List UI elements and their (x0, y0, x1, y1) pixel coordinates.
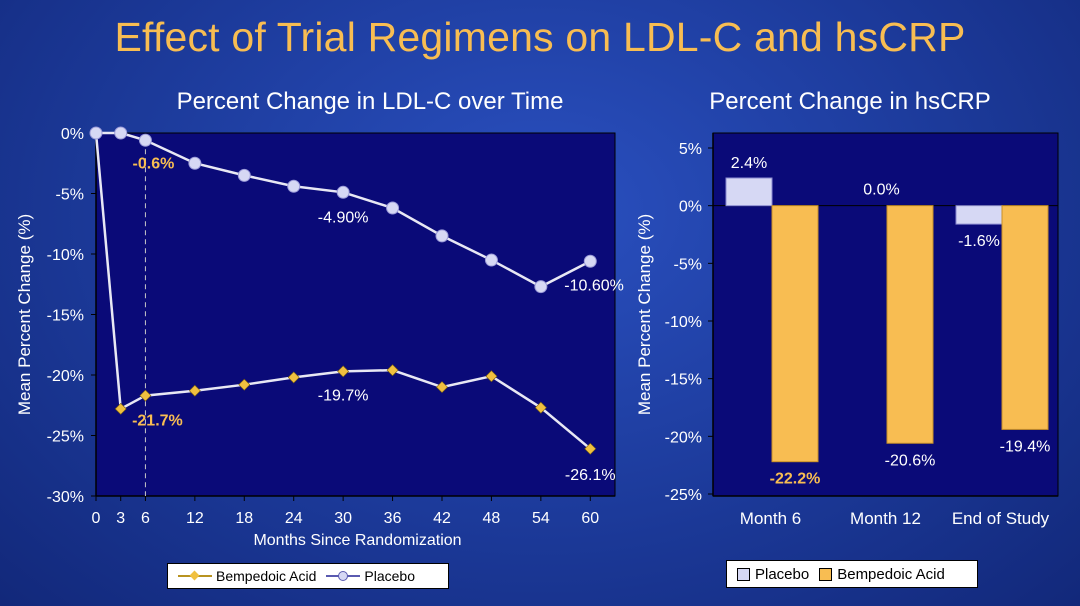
bempedoic-point (584, 442, 597, 455)
hscrp-chart-title: Percent Change in hsCRP (709, 88, 991, 115)
hscrp-y-tick-label: -10% (665, 314, 702, 331)
bempedoic-bar (886, 205, 934, 444)
legend-item-placebo: Placebo (326, 568, 415, 584)
placebo-point (336, 185, 350, 199)
legend-swatch-placebo (737, 567, 750, 581)
ldl-data-label: -26.1% (565, 467, 616, 484)
ldl-y-tick-label: -30% (47, 489, 84, 506)
hscrp-y-tick-label: -5% (674, 256, 702, 273)
hscrp-category-label: Month 12 (850, 509, 921, 528)
ldl-x-tick-label: 54 (532, 510, 550, 527)
placebo-point (237, 168, 251, 182)
slide-title: Effect of Trial Regimens on LDL-C and hs… (114, 14, 966, 60)
ldl-x-tick-label: 12 (186, 510, 204, 527)
placebo-point (188, 156, 202, 170)
placebo-point (386, 201, 400, 215)
ldl-data-label: -21.7% (132, 413, 183, 430)
ldl-x-tick-label: 0 (92, 510, 101, 527)
bempedoic-point (139, 389, 152, 402)
placebo-point (114, 126, 128, 140)
hscrp-bar-label: 2.4% (731, 155, 767, 172)
ldl-x-tick-label: 48 (483, 510, 501, 527)
ldl-x-tick-label: 18 (235, 510, 253, 527)
legend-item-bempedoic: Bempedoic Acid (178, 568, 316, 584)
hscrp-bar-label: -22.2% (770, 471, 821, 488)
hscrp-y-tick-label: -25% (665, 487, 702, 504)
ldl-y-tick-label: -20% (47, 368, 84, 385)
circle-marker-icon (338, 571, 349, 581)
ldl-y-tick-label: -10% (47, 247, 84, 264)
legend-item-bempedoic-bar: Bempedoic Acid (819, 566, 945, 583)
bempedoic-point (114, 402, 127, 415)
hscrp-y-tick-label: -15% (665, 372, 702, 389)
ldl-chart-title: Percent Change in LDL-C over Time (176, 88, 564, 115)
ldl-x-tick-label: 42 (433, 510, 451, 527)
bempedoic-point (188, 384, 201, 397)
bempedoic-point (386, 364, 399, 377)
ldl-x-tick-label: 24 (285, 510, 303, 527)
hscrp-bar-label: -20.6% (885, 452, 936, 469)
bempedoic-point (337, 365, 350, 378)
ldl-x-tick-label: 36 (384, 510, 402, 527)
ldl-data-label: -19.7% (318, 387, 369, 404)
series-line-bempedoic (94, 132, 592, 450)
placebo-point (138, 133, 152, 147)
placebo-point (534, 280, 548, 294)
ldl-legend: Bempedoic Acid Placebo (167, 563, 449, 589)
placebo-bar (955, 205, 1003, 225)
hscrp-y-axis-label: Mean Percent Change (%) (635, 214, 654, 415)
ldl-y-axis-label: Mean Percent Change (%) (15, 214, 34, 415)
legend-swatch-bempedoic (819, 567, 833, 581)
legend-label-placebo: Placebo (364, 568, 415, 584)
ldl-x-axis-label: Months Since Randomization (253, 532, 461, 549)
placebo-point (484, 253, 498, 267)
ldl-plot-area (95, 132, 616, 497)
bempedoic-point (485, 370, 498, 383)
ldl-x-tick-label: 6 (141, 510, 150, 527)
bempedoic-bar (771, 205, 819, 463)
hscrp-legend: Placebo Bempedoic Acid (726, 560, 978, 588)
bempedoic-point (534, 401, 547, 414)
hscrp-y-tick-label: 5% (679, 141, 702, 158)
ldl-x-tick-label: 60 (581, 510, 599, 527)
placebo-point (287, 179, 301, 193)
placebo-point (435, 229, 449, 243)
diamond-marker-icon (189, 570, 200, 581)
legend-line-placebo (326, 571, 361, 581)
ldl-y-tick-label: -5% (56, 187, 84, 204)
ldl-data-label: -4.90% (318, 209, 369, 226)
legend-label-bempedoic: Bempedoic Acid (216, 568, 317, 584)
hscrp-y-tick-label: -20% (665, 429, 702, 446)
bempedoic-point (287, 371, 300, 384)
ldl-x-tick-label: 30 (334, 510, 352, 527)
legend-label-placebo-bar: Placebo (755, 565, 810, 583)
ldl-y-tick-label: -25% (47, 429, 84, 446)
placebo-bar (725, 177, 773, 207)
hscrp-category-label: End of Study (952, 509, 1050, 528)
legend-line-bempedoic (178, 570, 212, 581)
legend-item-placebo-bar: Placebo (737, 566, 809, 583)
hscrp-bar-label: 0.0% (863, 182, 899, 199)
bempedoic-bar (1001, 205, 1049, 430)
bempedoic-point (436, 381, 448, 394)
ldl-data-label: -0.6% (133, 155, 175, 172)
hscrp-category-label: Month 6 (740, 509, 801, 528)
ldl-y-tick-label: -15% (47, 308, 84, 325)
bempedoic-point (238, 378, 251, 391)
placebo-point (89, 126, 103, 140)
legend-label-bempedoic-bar: Bempedoic Acid (837, 565, 945, 583)
ldl-x-tick-label: 3 (116, 510, 125, 527)
ldl-data-label: -10.60% (564, 277, 624, 294)
hscrp-bar-label: -19.4% (1000, 438, 1051, 455)
hscrp-y-tick-label: 0% (679, 199, 702, 216)
hscrp-bar-label: -1.6% (958, 233, 1000, 250)
ldl-y-tick-label: 0% (61, 126, 84, 143)
placebo-point (583, 254, 597, 268)
